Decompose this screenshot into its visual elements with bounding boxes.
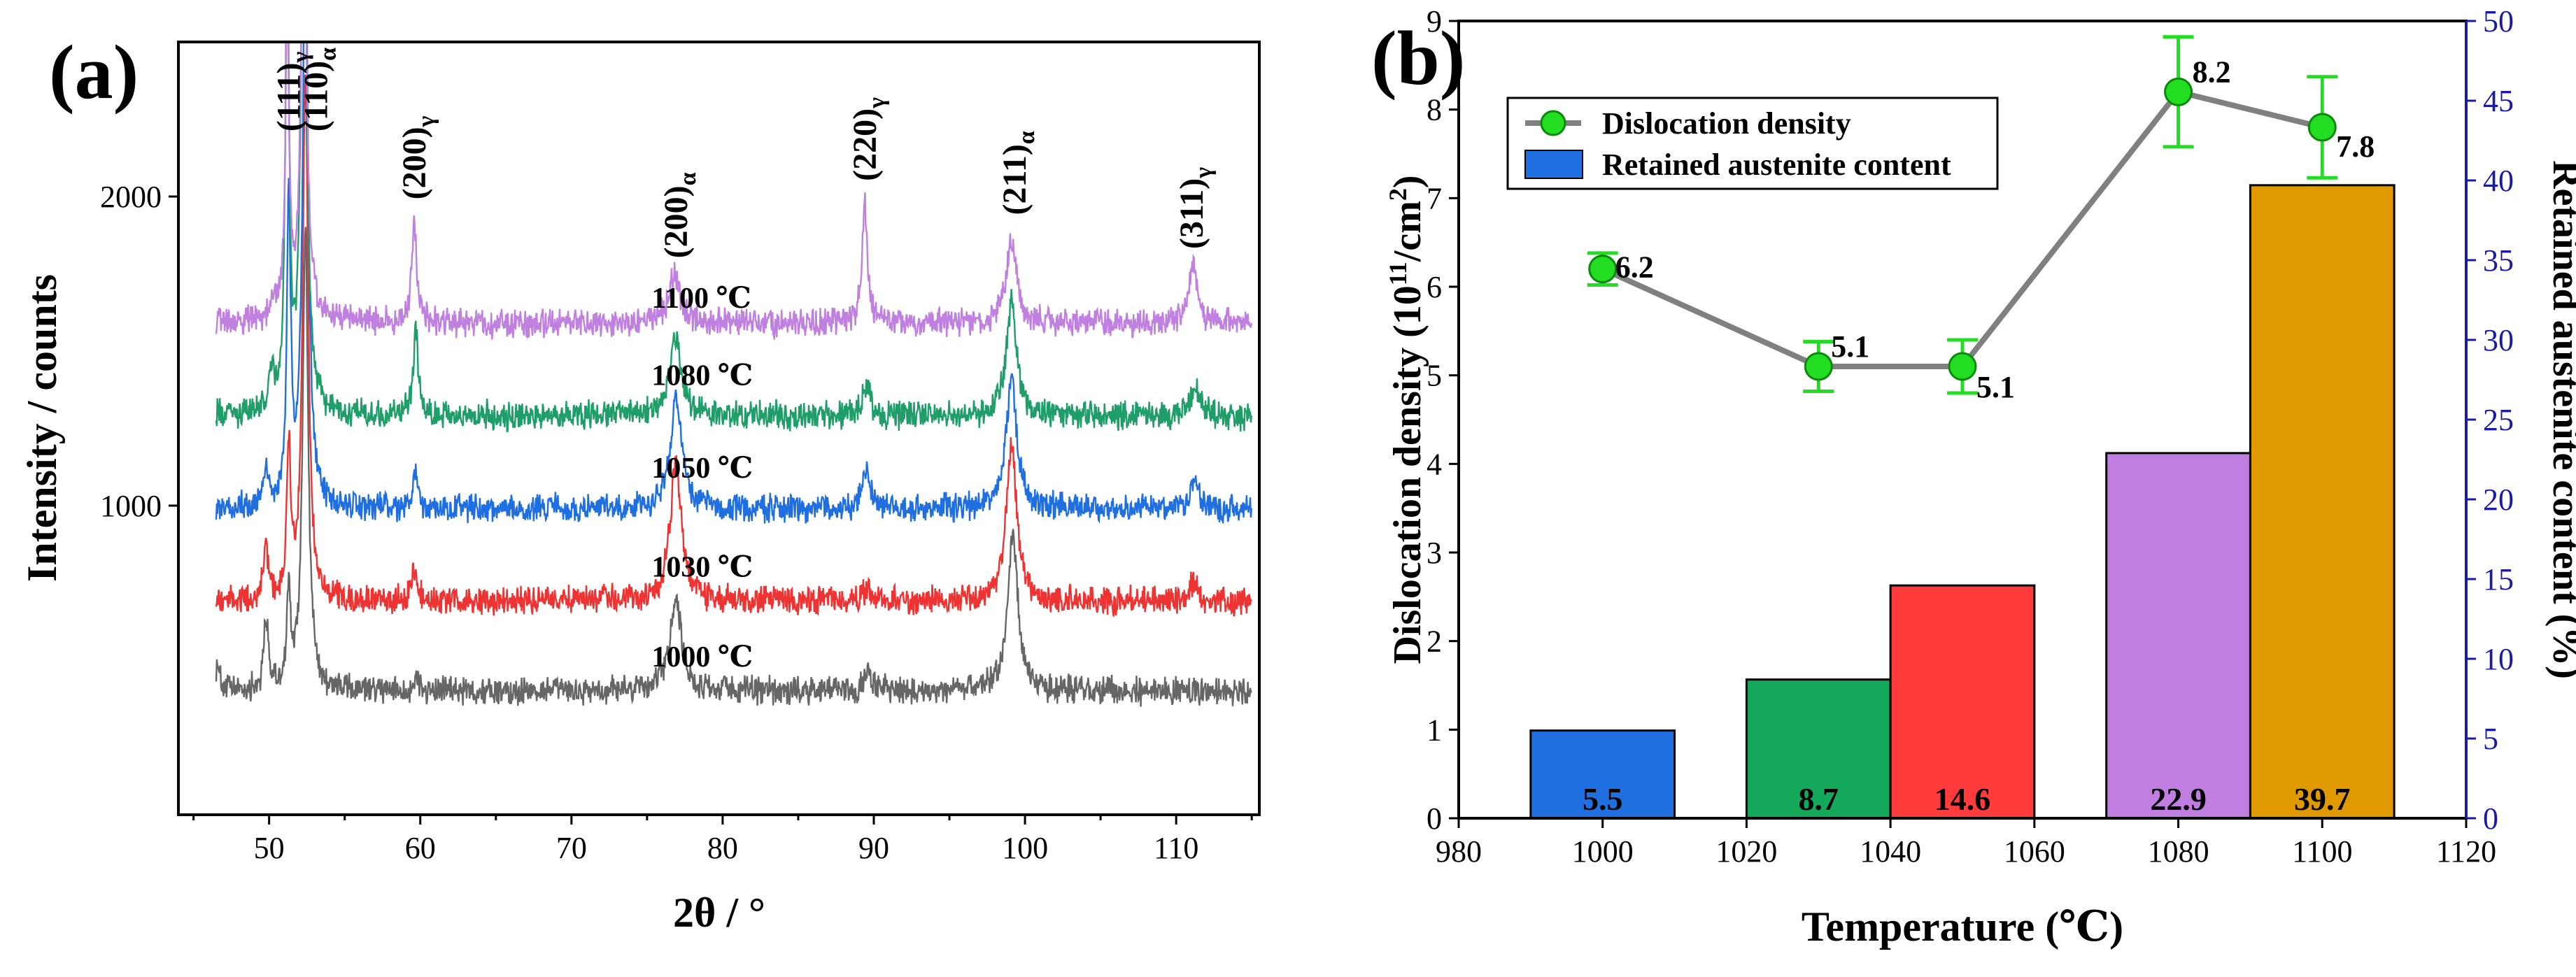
b-x-tick-label-1100: 1100 bbox=[2292, 834, 2352, 869]
b-x-tick-label-1120: 1120 bbox=[2436, 834, 2496, 869]
dislocation-line: 6.2 5.1 5.1 8.2 7.8 bbox=[1587, 35, 2375, 404]
xrd-curve-1050 bbox=[215, 42, 1252, 524]
panel-b-y2-axis-title: Retained austenite content (%) bbox=[2545, 160, 2576, 679]
panel-a-x-axis-title: 2θ / ° bbox=[673, 890, 765, 936]
panel-a-plot-frame bbox=[177, 41, 1261, 816]
b-y-tick-label-6: 6 bbox=[1427, 270, 1442, 304]
xrd-curve-1080 bbox=[215, 42, 1252, 433]
legend-bar-swatch bbox=[1524, 150, 1583, 179]
panel-b-y-axis-title: Dislocation density (1011/cm2) bbox=[1384, 175, 1429, 664]
bar-label-1030: 8.7 bbox=[1799, 781, 1839, 817]
x-tick-label-100: 100 bbox=[1002, 831, 1048, 865]
x-tick-label-70: 70 bbox=[556, 831, 587, 865]
b-y2-tick-label-15: 15 bbox=[2483, 562, 2514, 597]
bar-label-1050: 14.6 bbox=[1934, 781, 1991, 817]
peak-label-0: (111)γ bbox=[271, 52, 314, 132]
legend-marker-sample bbox=[1540, 110, 1566, 136]
bar-1050 bbox=[1889, 584, 2036, 820]
panel-b-label: (b) bbox=[1371, 15, 1465, 101]
point-1080 bbox=[2164, 77, 2193, 106]
peak-label-6: (311)γ bbox=[1173, 167, 1217, 249]
b-x-tick-label-980: 980 bbox=[1436, 834, 1482, 869]
panel-a-axes: 50 60 70 80 90 100 110 1000 2000 bbox=[100, 180, 1253, 865]
peak-label-2: (200)γ bbox=[396, 115, 439, 199]
xrd-curve-1000 bbox=[215, 227, 1252, 707]
panel-a-y-axis-title: Intensity / counts bbox=[19, 274, 65, 582]
point-1030 bbox=[1804, 352, 1833, 381]
point-1000 bbox=[1588, 255, 1618, 284]
xrd-curve-1100 bbox=[215, 42, 1252, 340]
point-label-1030: 5.1 bbox=[1831, 329, 1869, 364]
panel-a-label: (a) bbox=[49, 29, 139, 115]
panel-b-dislocation-chart: (b) 5.5 8.7 14.6 22.9 39.7 6.2 5.1 5.1 8.2 7.8 9… bbox=[1371, 4, 2576, 950]
point-1100 bbox=[2307, 113, 2337, 142]
point-label-1000: 6.2 bbox=[1615, 250, 1654, 285]
curve-label-3: 1030 ℃ bbox=[651, 552, 753, 584]
point-1050 bbox=[1948, 352, 1977, 381]
curve-label-1: 1080 ℃ bbox=[651, 360, 753, 392]
peak-label-5: (211)α bbox=[996, 131, 1040, 215]
point-label-1100: 7.8 bbox=[2336, 129, 2375, 164]
xrd-curve-1030 bbox=[215, 74, 1252, 617]
x-tick-label-60: 60 bbox=[405, 831, 436, 865]
xrd-curves bbox=[215, 42, 1252, 707]
b-y2-tick-label-20: 20 bbox=[2483, 483, 2514, 517]
b-y2-tick-label-45: 45 bbox=[2483, 84, 2514, 118]
y-tick-label-1000: 1000 bbox=[100, 489, 162, 523]
peak-label-1: (110)α bbox=[298, 48, 341, 131]
point-label-1080: 8.2 bbox=[2193, 55, 2231, 89]
x-tick-label-110: 110 bbox=[1154, 831, 1198, 865]
b-x-tick-label-1020: 1020 bbox=[1715, 834, 1777, 869]
b-y2-tick-label-35: 35 bbox=[2483, 243, 2514, 278]
x-tick-label-80: 80 bbox=[707, 831, 738, 865]
b-y2-tick-label-50: 50 bbox=[2483, 4, 2514, 38]
b-y2-tick-label-30: 30 bbox=[2483, 323, 2514, 357]
panel-a-xrd-chart: (a) 50 60 70 80 90 100 110 1000 2000 (111)γ(110)… bbox=[19, 29, 1261, 936]
legend-bar-label: Retained austenite content bbox=[1602, 148, 1951, 182]
b-y2-tick-label-5: 5 bbox=[2483, 722, 2498, 756]
b-y2-tick-label-10: 10 bbox=[2483, 642, 2514, 676]
bar-label-1100: 39.7 bbox=[2294, 781, 2351, 817]
curve-labels: 1100 ℃ 1080 ℃ 1050 ℃ 1030 ℃ 1000 ℃ bbox=[651, 283, 753, 673]
bar-1000 bbox=[1529, 729, 1676, 820]
bar-1100 bbox=[2249, 184, 2395, 820]
y-tick-label-2000: 2000 bbox=[100, 180, 162, 214]
b-x-tick-label-1080: 1080 bbox=[2148, 834, 2209, 869]
b-y-tick-label-0: 0 bbox=[1427, 801, 1442, 836]
panel-b-legend: Dislocation density Retained austenite c… bbox=[1506, 97, 1999, 190]
peak-labels: (111)γ(110)α (200)γ (200)α (220)γ (211)α (311… bbox=[271, 48, 1217, 259]
bar-label-1000: 5.5 bbox=[1583, 781, 1623, 817]
b-y2-tick-label-0: 0 bbox=[2483, 801, 2498, 836]
point-label-1050: 5.1 bbox=[1976, 370, 2015, 404]
b-y-tick-label-7: 7 bbox=[1427, 181, 1442, 215]
legend-line-label: Dislocation density bbox=[1602, 106, 1851, 141]
x-tick-label-50: 50 bbox=[254, 831, 285, 865]
peak-label-3: (200)α bbox=[658, 172, 701, 258]
bar-label-1080: 22.9 bbox=[2150, 781, 2207, 817]
x-tick-label-90: 90 bbox=[858, 831, 889, 865]
curve-label-2: 1050 ℃ bbox=[651, 452, 753, 485]
b-x-tick-label-1000: 1000 bbox=[1572, 834, 1634, 869]
b-y2-tick-label-40: 40 bbox=[2483, 164, 2514, 198]
b-y-tick-label-4: 4 bbox=[1427, 447, 1442, 481]
austenite-bars: 5.5 8.7 14.6 22.9 39.7 bbox=[1529, 184, 2395, 820]
bar-1030 bbox=[1745, 678, 1892, 820]
legend-box bbox=[1506, 97, 1999, 190]
b-y-tick-label-1: 1 bbox=[1427, 713, 1442, 747]
curve-label-0: 1100 ℃ bbox=[651, 283, 751, 315]
b-y-tick-label-3: 3 bbox=[1427, 536, 1442, 570]
bar-1080 bbox=[2105, 452, 2251, 820]
panel-b-axes: 980 1000 1020 1040 1060 1080 1100 1120012345678… bbox=[1427, 4, 2514, 869]
peak-label-4: (220)γ bbox=[847, 97, 890, 181]
b-x-tick-label-1060: 1060 bbox=[2004, 834, 2065, 869]
curve-label-4: 1000 ℃ bbox=[651, 641, 753, 673]
panel-b-x-axis-title: Temperature (℃) bbox=[1802, 904, 2123, 950]
b-y-tick-label-2: 2 bbox=[1427, 625, 1442, 659]
b-x-tick-label-1040: 1040 bbox=[1860, 834, 1921, 869]
b-y-tick-label-9: 9 bbox=[1427, 4, 1442, 38]
b-y2-tick-label-25: 25 bbox=[2483, 403, 2514, 437]
b-y-tick-label-5: 5 bbox=[1427, 359, 1442, 393]
b-y-tick-label-8: 8 bbox=[1427, 93, 1442, 127]
